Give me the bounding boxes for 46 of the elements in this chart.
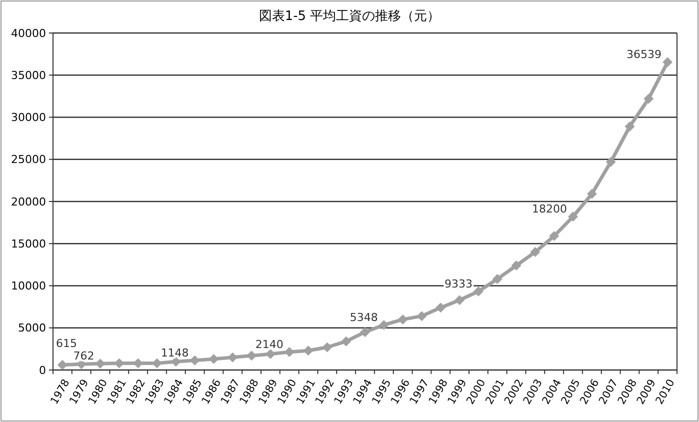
point <box>265 348 276 359</box>
point <box>662 57 673 68</box>
point <box>57 360 68 370</box>
point <box>530 247 540 258</box>
data-label: 18200 <box>532 202 567 216</box>
point <box>378 320 389 330</box>
y-tick-label: 20000 <box>11 195 46 208</box>
point <box>586 188 597 199</box>
y-tick-label: 0 <box>39 364 46 377</box>
point <box>228 352 238 362</box>
point <box>360 327 370 338</box>
y-tick-label: 10000 <box>11 280 46 293</box>
point <box>190 355 200 366</box>
point <box>416 311 427 322</box>
point <box>341 336 352 346</box>
data-label: 615 <box>56 336 77 350</box>
y-tick-label: 30000 <box>11 111 46 124</box>
point <box>246 350 257 361</box>
y-tick-label: 35000 <box>11 68 46 82</box>
data-label: 1148 <box>160 346 189 360</box>
data-label: 762 <box>73 350 94 363</box>
point <box>303 346 314 356</box>
point <box>398 314 408 324</box>
data-label: 5348 <box>350 310 378 324</box>
point <box>436 302 446 313</box>
point <box>606 156 616 167</box>
point <box>492 274 502 284</box>
point <box>284 346 294 357</box>
point <box>454 295 465 306</box>
y-tick-label: 5000 <box>18 322 46 335</box>
y-tick-label: 25000 <box>11 153 46 166</box>
point <box>322 342 332 352</box>
y-tick-label: 40000 <box>11 26 46 40</box>
point <box>568 212 578 222</box>
point <box>549 231 560 242</box>
point <box>511 260 522 271</box>
point <box>473 286 484 296</box>
point <box>152 358 162 368</box>
point <box>170 356 181 367</box>
data-label: 2140 <box>255 338 284 351</box>
chart-title: 図表1-5 平均工資の推移（元） <box>258 9 440 24</box>
point <box>624 122 635 132</box>
point <box>208 354 219 364</box>
y-tick-label: 15000 <box>11 237 46 250</box>
point <box>644 94 654 104</box>
data-label: 36539 <box>626 48 662 62</box>
